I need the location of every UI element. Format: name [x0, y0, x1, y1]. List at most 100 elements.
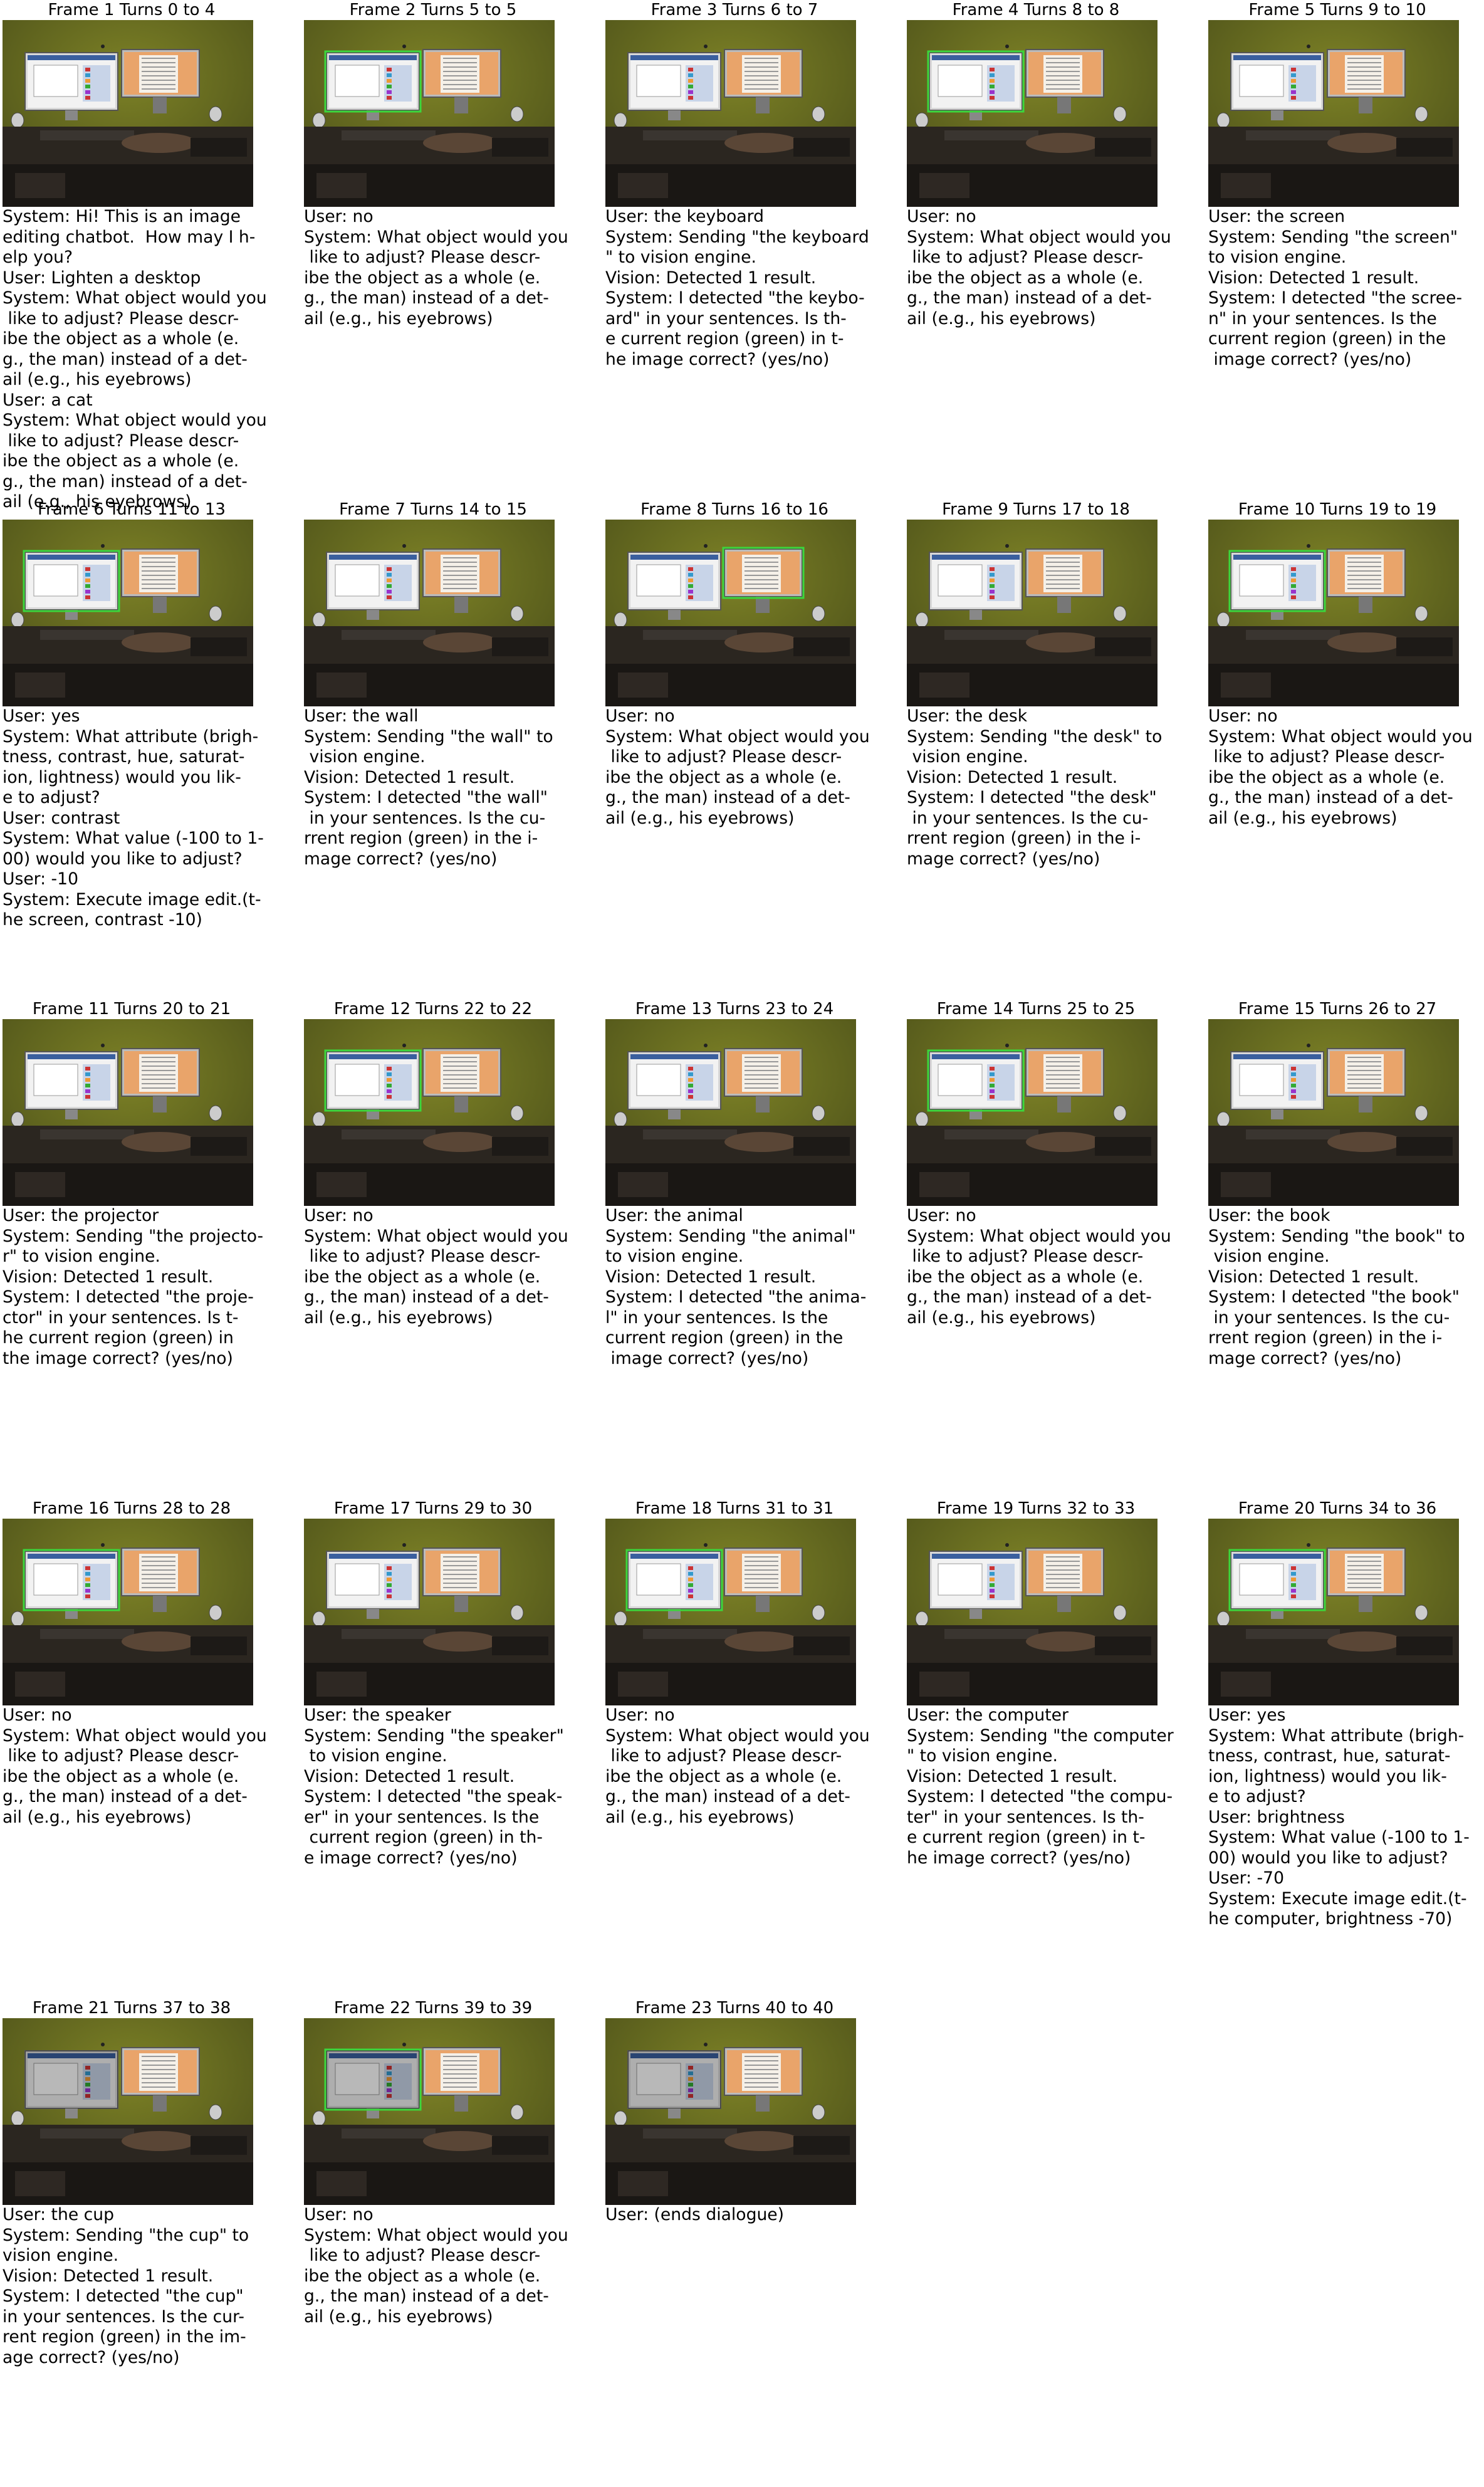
left-screen-icon — [688, 573, 693, 577]
left-speaker — [11, 2110, 24, 2127]
left-screen-icon — [387, 1566, 392, 1570]
scene-photo — [907, 20, 1157, 207]
dialogue-line: System: I detected "the proje- — [3, 1287, 254, 1307]
dialogue-line: System: What value (-100 to 1- — [1208, 1828, 1470, 1847]
dialogue-line: System: What object would you — [304, 1226, 568, 1246]
left-screen-icon — [688, 1084, 693, 1087]
right-screen-document — [441, 55, 479, 93]
right-screen-text-line — [1347, 1079, 1381, 1080]
right-monitor-stand — [1359, 597, 1372, 613]
desk-clutter — [793, 2136, 850, 2155]
right-screen-text-line — [1347, 1061, 1381, 1062]
left-screen-icon — [688, 1589, 693, 1593]
desk-clutter — [1095, 637, 1151, 656]
left-screen-titlebar — [630, 1054, 718, 1059]
left-screen-icon — [688, 1594, 693, 1598]
right-screen-text-line — [142, 588, 175, 589]
right-screen-text-line — [745, 75, 778, 76]
right-screen-text-line — [1347, 557, 1381, 558]
dialogue-line: g., the man) instead of a det- — [304, 2286, 549, 2306]
left-screen-icon — [990, 573, 995, 577]
dialogue-line: ail (e.g., his eyebrows) — [907, 308, 1096, 328]
frame-panel: Frame 13 Turns 23 to 24 User: the animal S… — [603, 999, 897, 1488]
frame-title: Frame 23 Turns 40 to 40 — [635, 1999, 834, 2018]
dialogue-line: r" to vision engine. — [3, 1247, 160, 1266]
dialogue-line: like to adjust? Please descr- — [304, 248, 541, 267]
animal — [423, 1631, 498, 1652]
frame-panel: Frame 4 Turns 8 to 8 User: no System: What… — [904, 0, 1199, 489]
frame-panel: Frame 6 Turns 11 to 13 User: yes System: W… — [0, 500, 295, 988]
dialogue-line: in your sentences. Is the cu- — [907, 808, 1149, 828]
scene-photo — [304, 520, 555, 706]
right-monitor-stand — [454, 1096, 468, 1113]
dialogue-line: g., the man) instead of a det- — [605, 1787, 850, 1806]
left-screen-icon — [688, 579, 693, 582]
dialogue-line: he image correct? (yes/no) — [907, 1848, 1131, 1868]
left-monitor-stand — [1271, 1109, 1283, 1119]
frame-title: Frame 7 Turns 14 to 15 — [339, 500, 527, 519]
left-screen-window — [33, 564, 78, 597]
right-screen-text-line — [142, 2069, 175, 2070]
right-screen-text-line — [142, 1574, 175, 1575]
scene-photo — [304, 1519, 555, 1705]
dialogue-line: ibe the object as a whole (e. — [304, 2266, 541, 2286]
right-screen-text-line — [443, 1583, 477, 1584]
dialogue-line: mage correct? (yes/no) — [1208, 1348, 1402, 1368]
right-screen-text-line — [443, 1587, 477, 1588]
left-screen-window — [636, 564, 681, 597]
frame-image — [907, 1019, 1157, 1206]
keyboard — [342, 630, 436, 640]
dialogue-text: User: the screen System: Sending "the scr… — [1208, 207, 1484, 370]
right-screen-text-line — [1347, 575, 1381, 576]
left-screen-icon — [387, 567, 392, 571]
right-screen-text-line — [745, 2086, 778, 2088]
left-screen-icon — [990, 1084, 995, 1087]
desk-clutter — [793, 138, 850, 157]
detection-highlight-box — [927, 1049, 1025, 1112]
dialogue-line: System: I detected "the desk" — [907, 788, 1157, 807]
frame-panel: Frame 20 Turns 34 to 36 User: yes System: … — [1206, 1499, 1484, 1987]
left-screen-icon — [1291, 73, 1296, 77]
right-screen-text-line — [1347, 58, 1381, 59]
dialogue-line: to vision engine. — [605, 1247, 744, 1266]
right-speaker — [1113, 1605, 1127, 1621]
left-screen-icon — [1291, 579, 1296, 582]
right-screen-text-line — [745, 566, 778, 567]
desk-drawer — [618, 1172, 668, 1197]
right-screen-text-line — [1046, 562, 1080, 563]
dialogue-line: User: no — [3, 1705, 72, 1725]
keyboard — [342, 1129, 436, 1139]
detection-highlight-box — [1228, 1549, 1326, 1611]
right-screen-text-line — [443, 88, 477, 90]
desk-drawer — [1221, 673, 1271, 698]
right-screen-text-line — [142, 1065, 175, 1067]
left-screen-icon — [85, 1072, 90, 1076]
left-screen-icon — [1291, 85, 1296, 88]
right-screen-text-line — [142, 1569, 175, 1571]
dialogue-text: User: the book System: Sending "the book"… — [1208, 1206, 1484, 1369]
left-screen-titlebar — [932, 1054, 1020, 1059]
right-screen-text-line — [142, 88, 175, 90]
left-screen-icon — [85, 2077, 90, 2081]
wall-hook — [101, 544, 105, 548]
dialogue-line: " to vision engine. — [605, 248, 756, 267]
left-screen-icon — [688, 1067, 693, 1071]
left-screen-icon — [85, 73, 90, 77]
dialogue-line: ibe the object as a whole (e. — [3, 329, 239, 348]
dialogue-line: System: Sending "the speaker" — [304, 1725, 564, 1746]
dialogue-text: User: the projector System: Sending "the … — [3, 1206, 291, 1369]
desk-drawer — [618, 173, 668, 198]
right-screen-document — [742, 2053, 781, 2091]
right-screen-text-line — [745, 588, 778, 589]
frame-title: Frame 4 Turns 8 to 8 — [952, 1, 1120, 19]
left-screen-window — [1239, 564, 1284, 597]
detection-highlight-box — [23, 550, 120, 612]
dialogue-line: Vision: Detected 1 result. — [3, 2266, 214, 2286]
dialogue-line: System: What object would you — [605, 726, 870, 746]
keyboard — [40, 630, 134, 640]
left-screen-icon — [1291, 1578, 1296, 1581]
right-screen-text-line — [745, 584, 778, 585]
left-monitor-stand — [1271, 610, 1283, 620]
left-screen-icon — [1291, 96, 1296, 100]
scene-photo — [1208, 20, 1459, 207]
